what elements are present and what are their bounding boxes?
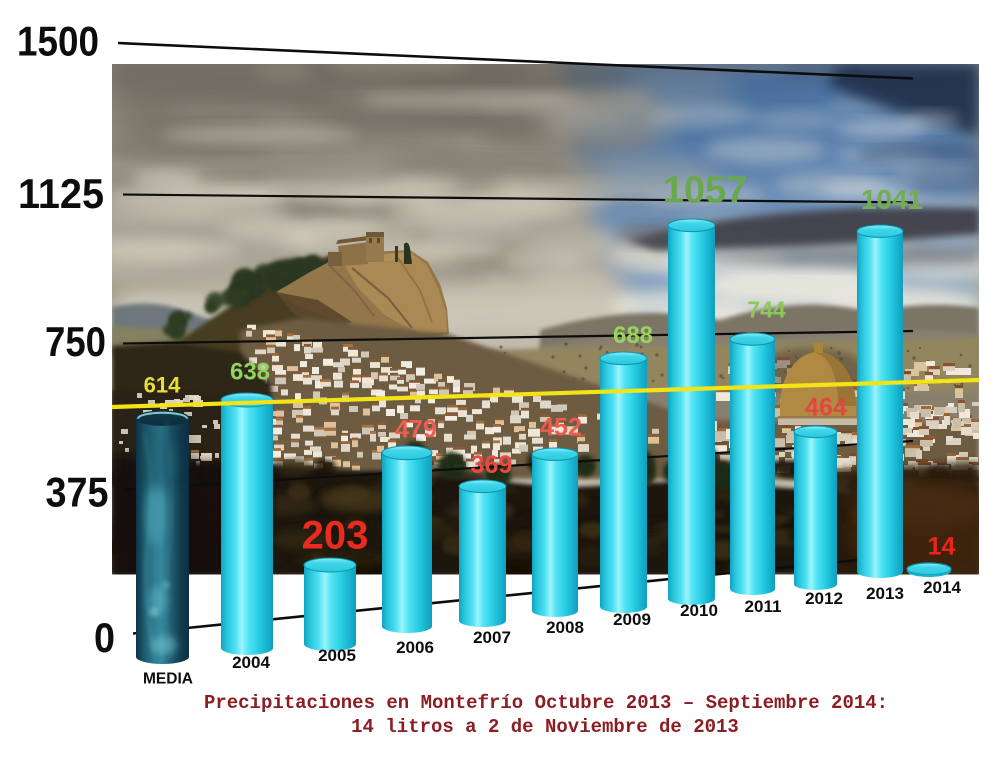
svg-text:744: 744 [747,297,786,323]
svg-text:1041: 1041 [861,184,923,215]
svg-text:2012: 2012 [805,589,843,608]
svg-text:2011: 2011 [745,597,782,616]
svg-text:1125: 1125 [18,170,104,217]
svg-text:2008: 2008 [546,618,584,637]
svg-text:203: 203 [302,514,369,558]
svg-text:2009: 2009 [613,610,651,629]
svg-text:2014: 2014 [923,578,961,597]
svg-text:369: 369 [471,451,513,479]
svg-text:479: 479 [395,416,437,444]
svg-text:Precipitaciones en Montefrío O: Precipitaciones en Montefrío Octubre 201… [204,692,888,714]
svg-text:1057: 1057 [663,169,748,211]
svg-text:750: 750 [45,318,106,365]
svg-text:614: 614 [144,373,181,398]
svg-text:MEDIA: MEDIA [143,671,193,688]
svg-text:688: 688 [613,322,653,349]
svg-text:2013: 2013 [866,584,904,603]
svg-text:2010: 2010 [680,601,718,620]
svg-text:14: 14 [928,533,956,561]
svg-text:14 litros a 2 de Noviembre de: 14 litros a 2 de Noviembre de 2013 [351,716,739,738]
svg-text:2007: 2007 [473,628,511,647]
svg-text:464: 464 [805,394,847,422]
svg-text:0: 0 [94,614,115,661]
svg-text:638: 638 [230,359,270,386]
svg-text:452: 452 [540,414,582,442]
svg-text:2005: 2005 [318,646,356,665]
svg-text:2004: 2004 [232,653,270,672]
svg-text:1500: 1500 [17,18,99,65]
svg-text:375: 375 [46,469,109,516]
svg-text:2006: 2006 [396,638,434,657]
